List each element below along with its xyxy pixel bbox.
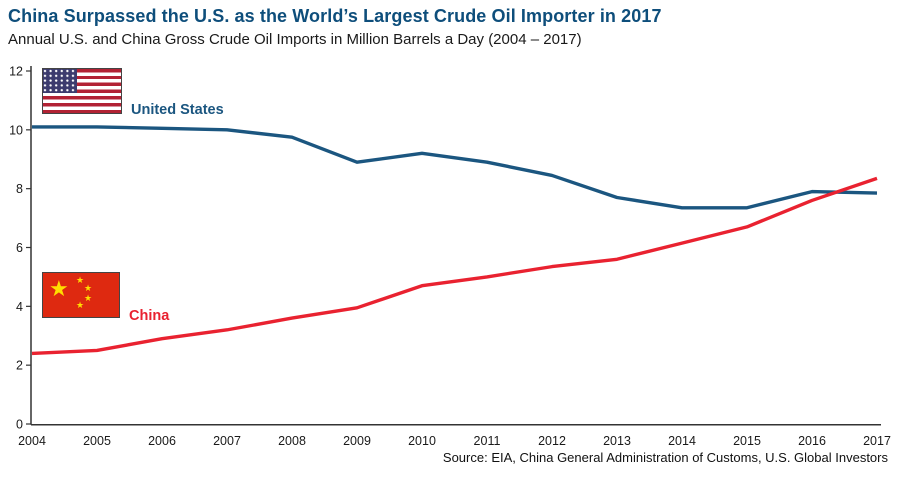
x-tick-label: 2007 xyxy=(213,434,241,448)
x-tick-label: 2017 xyxy=(863,434,891,448)
us-flag-canton xyxy=(43,69,77,93)
axis-lines xyxy=(30,66,881,426)
chart-title: China Surpassed the U.S. as the World’s … xyxy=(8,6,662,26)
star-icon: ★ xyxy=(84,293,93,303)
x-tick-label: 2014 xyxy=(668,434,696,448)
x-tick-label: 2008 xyxy=(278,434,306,448)
series-line-united-states xyxy=(32,125,878,210)
star-icon: ★ xyxy=(84,283,93,293)
x-tick-label: 2015 xyxy=(733,434,761,448)
y-tick-label: 0 xyxy=(16,418,23,432)
x-tick-label: 2006 xyxy=(148,434,176,448)
series-line-china xyxy=(31,176,878,356)
y-tick-label: 12 xyxy=(9,65,23,79)
x-tick-label: 2016 xyxy=(798,434,826,448)
star-icon: ★ xyxy=(49,276,69,301)
source-note: Source: EIA, China General Administratio… xyxy=(442,450,888,465)
chart-subtitle: Annual U.S. and China Gross Crude Oil Im… xyxy=(8,31,582,48)
star-icon: ★ xyxy=(76,275,85,285)
legend-china-label: China xyxy=(129,308,170,324)
x-tick-label: 2013 xyxy=(603,434,631,448)
x-tick-label: 2012 xyxy=(538,434,566,448)
x-tick-label: 2011 xyxy=(474,434,501,448)
us-flag-icon xyxy=(42,68,122,114)
china-flag-icon: ★ ★ ★ ★ ★ xyxy=(42,272,120,318)
legend-us-label: United States xyxy=(131,102,224,118)
y-tick-label: 8 xyxy=(16,182,23,196)
y-tick-label: 10 xyxy=(9,123,23,137)
x-tick-label: 2009 xyxy=(343,434,371,448)
x-tick-label: 2010 xyxy=(408,434,436,448)
star-icon: ★ xyxy=(76,300,85,310)
y-tick-label: 2 xyxy=(16,359,23,373)
y-tick-label: 6 xyxy=(16,241,23,255)
x-tick-label: 2005 xyxy=(83,434,111,448)
y-tick-label: 4 xyxy=(16,300,23,314)
x-tick-label: 2004 xyxy=(18,434,46,448)
